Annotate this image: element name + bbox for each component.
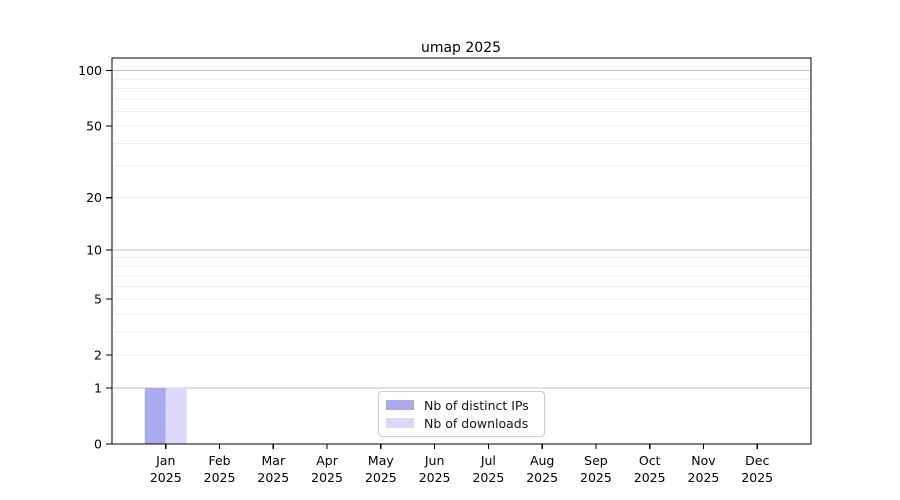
y-tick-label-10: 10 <box>86 242 102 257</box>
legend-box: Nb of distinct IPs Nb of downloads <box>378 391 545 437</box>
plot-frame <box>111 57 812 445</box>
y-tick-label-0: 0 <box>94 437 102 452</box>
legend-label-downloads: Nb of downloads <box>424 415 529 431</box>
x-tick-label-year-jun: 2025 <box>419 470 451 485</box>
x-tick-label-month-sep: Sep <box>584 453 608 468</box>
bar-nb-of-downloads-0 <box>165 387 187 444</box>
x-tick-label-month-feb: Feb <box>208 453 230 468</box>
x-tick-label-month-jan: Jan <box>155 453 175 468</box>
x-tick-label-month-oct: Oct <box>639 453 661 468</box>
gridlines-layer <box>112 69 811 389</box>
x-tick-label-month-apr: Apr <box>316 453 338 468</box>
bar-nb-of-distinct-ips-0 <box>144 387 166 444</box>
x-tick-label-month-mar: Mar <box>262 453 286 468</box>
x-tick-label-month-may: May <box>368 453 394 468</box>
chart-title: umap 2025 <box>421 40 501 56</box>
x-tick-label-year-dec: 2025 <box>741 470 773 485</box>
x-tick-label-month-dec: Dec <box>745 453 769 468</box>
bars-layer <box>144 387 187 444</box>
axes-layer: 0 1 2 5 10 20 50 100 Jan 2025 Feb 2025 Mar 2025 Apr 202… <box>78 57 812 485</box>
legend-swatch-downloads <box>386 418 414 428</box>
legend-entry-distinct-ips: Nb of distinct IPs <box>386 397 536 413</box>
y-tick-label-5: 5 <box>94 292 102 307</box>
y-tick-label-2: 2 <box>94 348 102 363</box>
x-tick-label-year-nov: 2025 <box>688 470 720 485</box>
y-tick-label-1: 1 <box>94 380 102 395</box>
x-tick-label-year-jan: 2025 <box>150 470 182 485</box>
x-tick-label-year-may: 2025 <box>365 470 397 485</box>
x-tick-label-month-jul: Jul <box>480 453 496 468</box>
x-tick-label-year-aug: 2025 <box>526 470 558 485</box>
x-tick-label-month-jun: Jun <box>424 453 445 468</box>
y-tick-label-50: 50 <box>86 118 102 133</box>
y-tick-label-20: 20 <box>86 190 102 205</box>
legend-label-distinct-ips: Nb of distinct IPs <box>424 397 529 413</box>
x-tick-label-year-apr: 2025 <box>311 470 343 485</box>
y-tick-label-100: 100 <box>78 63 102 78</box>
x-tick-label-year-oct: 2025 <box>634 470 666 485</box>
x-tick-label-month-aug: Aug <box>530 453 554 468</box>
x-tick-label-year-sep: 2025 <box>580 470 612 485</box>
x-tick-label-year-jul: 2025 <box>472 470 504 485</box>
x-tick-label-month-nov: Nov <box>691 453 716 468</box>
legend-entry-downloads: Nb of downloads <box>386 415 536 431</box>
x-tick-label-year-feb: 2025 <box>204 470 236 485</box>
x-tick-label-year-mar: 2025 <box>257 470 289 485</box>
legend-swatch-distinct-ips <box>386 400 414 410</box>
